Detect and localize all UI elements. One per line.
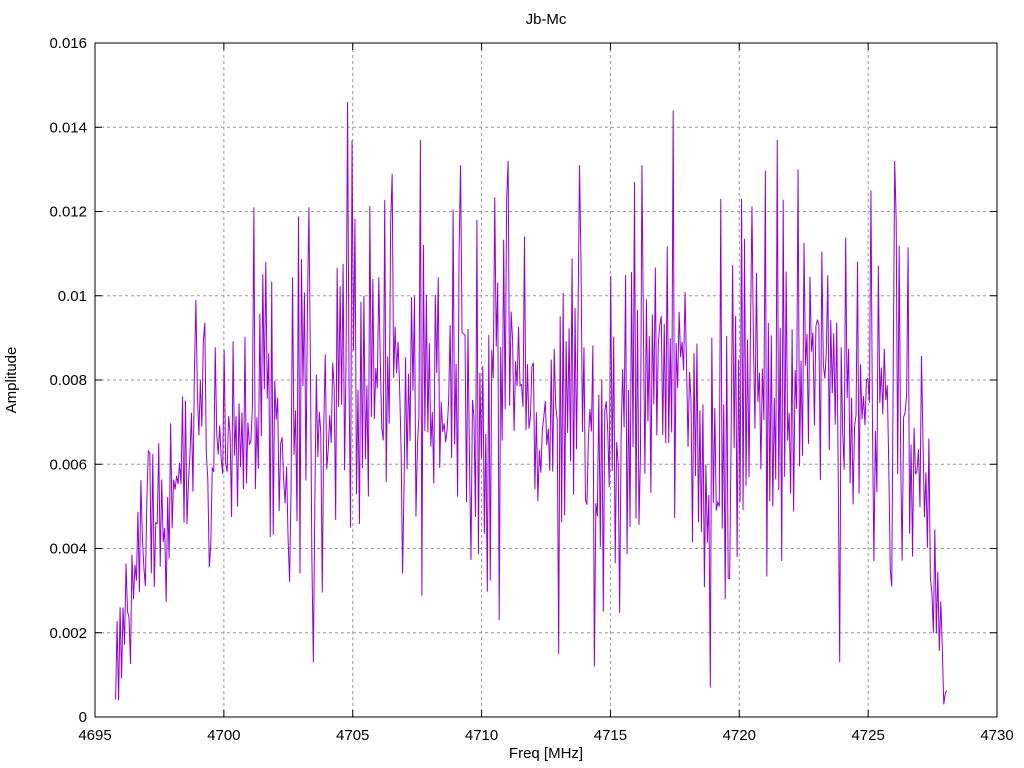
grid-lines: [95, 43, 997, 717]
chart-title: Jb-Mc: [526, 11, 567, 28]
spectrum-line: [115, 101, 948, 705]
y-axis-label: Amplitude: [3, 347, 20, 414]
y-tick-label: 0.008: [49, 372, 87, 389]
x-axis-label: Freq [MHz]: [509, 745, 583, 762]
y-tick-label: 0.016: [49, 35, 87, 52]
y-tick-label: 0.012: [49, 204, 87, 221]
y-tick-label: 0.01: [58, 288, 87, 305]
x-tick-label: 4695: [78, 727, 111, 744]
axis-ticks: [94, 42, 998, 718]
y-tick-label: 0.014: [49, 119, 87, 136]
y-tick-labels: 0 0.002 0.004 0.006 0.008 0.01 0.012 0.014 0.016: [49, 35, 87, 726]
y-tick-label: 0.006: [49, 456, 87, 473]
y-tick-label: 0.002: [49, 625, 87, 642]
y-tick-label: 0.004: [49, 541, 87, 558]
x-tick-label: 4700: [207, 727, 240, 744]
x-tick-label: 4725: [851, 727, 884, 744]
x-tick-label: 4710: [465, 727, 498, 744]
series-layer: [115, 101, 948, 705]
x-tick-label: 4730: [980, 727, 1013, 744]
x-tick-labels: 4695 4700 4705 4710 4715 4720 4725 4730: [78, 727, 1013, 744]
x-tick-label: 4705: [336, 727, 369, 744]
y-tick-label: 0: [79, 709, 87, 726]
x-tick-label: 4715: [594, 727, 627, 744]
x-tick-label: 4720: [723, 727, 756, 744]
